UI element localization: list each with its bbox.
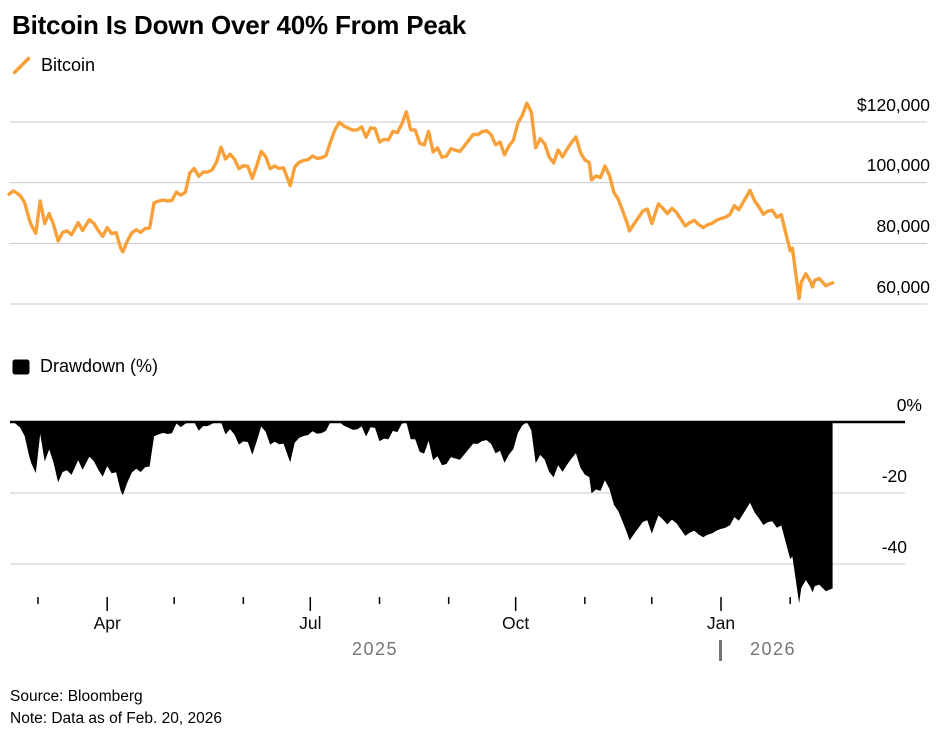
price-axis-label: 100,000 (866, 155, 930, 176)
year-separator (719, 640, 722, 661)
price-axis-label: $120,000 (857, 94, 930, 115)
drawdown-area-series (9, 422, 833, 604)
page-title: Bitcoin Is Down Over 40% From Peak (12, 10, 467, 40)
year-label-2025: 2025 (351, 639, 399, 659)
price-axis-label: 60,000 (876, 276, 930, 297)
year-label-2026: 2026 (749, 639, 797, 659)
footnote: Source: Bloomberg Note: Data as of Feb. … (10, 686, 222, 730)
month-label: Oct (502, 613, 530, 633)
price-axis-label: 80,000 (876, 215, 930, 236)
drawdown-axis-label: -20 (881, 465, 907, 486)
legend-bitcoin-label: Bitcoin (41, 55, 96, 75)
legend-bitcoin: Bitcoin (12, 55, 95, 76)
bitcoin-line-legend-icon (12, 56, 31, 75)
drawdown-axis-label: -40 (881, 536, 907, 557)
bitcoin-price-line-series (7, 101, 835, 301)
month-label: Apr (93, 613, 121, 633)
month-label: Jul (299, 613, 322, 633)
legend-drawdown-label: Drawdown (%) (40, 356, 159, 376)
month-label: Jan (706, 613, 736, 633)
source-text: Source: Bloomberg (10, 688, 143, 705)
legend-drawdown: Drawdown (%) (12, 356, 158, 377)
drawdown-swatch-icon (12, 359, 30, 374)
drawdown-axis-label: 0% (896, 394, 922, 415)
note-text: Note: Data as of Feb. 20, 2026 (10, 710, 222, 727)
